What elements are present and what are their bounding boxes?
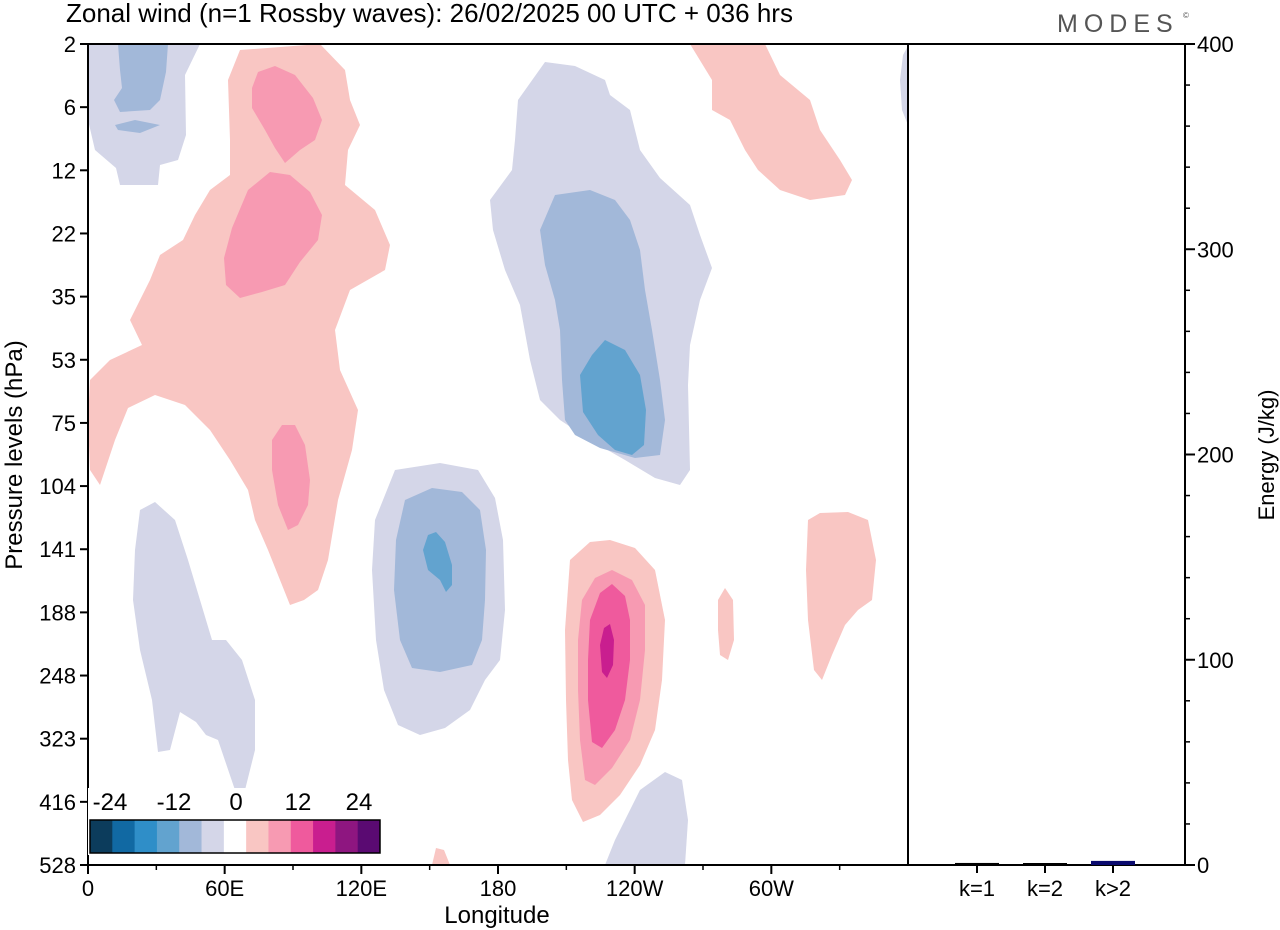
contour-pos-med-1 <box>252 66 322 163</box>
colorbar-swatch <box>179 820 203 853</box>
y-axis-title: Pressure levels (hPa) <box>1 340 28 569</box>
contour-neg-light-6 <box>900 46 908 125</box>
chart-title: Zonal wind (n=1 Rossby waves): 26/02/202… <box>66 0 793 28</box>
energy-tick-label: 0 <box>1197 853 1209 878</box>
pressure-tick-label: 188 <box>39 600 76 625</box>
longitude-tick-label: 120E <box>336 876 387 901</box>
contour-pos-light-5 <box>718 588 734 660</box>
energy-bar <box>1023 863 1067 865</box>
contour-field <box>88 44 908 865</box>
pressure-tick-label: 2 <box>64 32 76 57</box>
contour-neg-med-1 <box>114 44 168 112</box>
colorbar-swatch <box>201 820 225 853</box>
pressure-tick-label: 22 <box>52 221 76 246</box>
pressure-tick-label: 75 <box>52 411 76 436</box>
energy-bar-label: k=2 <box>1027 876 1063 901</box>
colorbar-swatch <box>268 820 292 853</box>
colorbar-swatch <box>313 820 336 853</box>
x-axis-title: Longitude <box>444 902 549 929</box>
longitude-tick-label: 180 <box>480 876 517 901</box>
colorbar-swatch <box>335 820 359 853</box>
pressure-axis: 2 6 12 22 35 53 75 104 141 188 248 323 416 528 <box>39 32 88 878</box>
colorbar-swatch <box>290 820 314 853</box>
energy-bar <box>1091 860 1135 865</box>
pressure-tick-label: 104 <box>39 474 76 499</box>
contour-neg-light-5 <box>605 772 688 865</box>
contour-neg-light-4 <box>133 502 255 790</box>
pressure-tick-label: 53 <box>52 348 76 373</box>
pressure-tick-label: 248 <box>39 664 76 689</box>
energy-tick-label: 400 <box>1197 32 1234 57</box>
contour-neg-med-1b <box>115 120 160 133</box>
contour-neg-dark-2 <box>423 532 452 592</box>
colorbar-tick-label: 0 <box>229 789 242 816</box>
energy-bar-labels: k=1 k=2 k>2 <box>959 865 1131 901</box>
energy-bar-label: k=1 <box>959 876 995 901</box>
contour-pos-light-1 <box>88 44 390 605</box>
contour-pos-light-4 <box>806 512 876 680</box>
longitude-tick-label: 60W <box>749 876 794 901</box>
pressure-tick-label: 35 <box>52 285 76 310</box>
energy-tick-label: 200 <box>1197 443 1234 468</box>
pressure-tick-label: 528 <box>39 853 76 878</box>
colorbar-swatch <box>90 820 113 853</box>
energy-tick-label: 300 <box>1197 237 1234 262</box>
modes-logo: MODES <box>1057 10 1179 38</box>
pressure-tick-label: 323 <box>39 727 76 752</box>
colorbar-swatch <box>112 820 136 853</box>
energy-bar <box>955 862 999 865</box>
contour-pos-light-6 <box>432 848 450 865</box>
energy-bars <box>955 860 1135 865</box>
energy-axis: 0 100 200 300 400 <box>1185 32 1234 878</box>
contour-neg-light-1 <box>88 44 200 185</box>
colorbar-tick-label: 12 <box>285 789 312 816</box>
pressure-tick-label: 6 <box>64 95 76 120</box>
colorbar-swatch <box>246 820 269 853</box>
colorbar-swatch <box>357 820 381 853</box>
colorbar-swatch <box>134 820 158 853</box>
colorbar-swatch <box>156 820 180 853</box>
colorbar-tick-label: 24 <box>346 789 373 816</box>
energy-axis-title: Energy (J/kg) <box>1254 390 1279 521</box>
colorbar-tick-label: -12 <box>157 789 192 816</box>
energy-tick-label: 100 <box>1197 648 1234 673</box>
colorbar: -24 -12 0 12 24 <box>88 788 382 855</box>
colorbar-frame <box>89 819 381 854</box>
contour-pos-light-2 <box>690 44 852 200</box>
pressure-tick-label: 12 <box>52 158 76 183</box>
energy-bar-label: k>2 <box>1095 876 1131 901</box>
longitude-tick-label: 60E <box>205 876 244 901</box>
contour-pos-med-3 <box>272 425 310 530</box>
pressure-tick-label: 416 <box>39 790 76 815</box>
longitude-axis: 0 60E 120E 180 120W 60W <box>82 865 841 901</box>
colorbar-tick-label: -24 <box>93 789 128 816</box>
contour-neg-dark-1 <box>580 340 646 455</box>
pressure-tick-label: 141 <box>39 537 76 562</box>
longitude-tick-label: 120W <box>606 876 664 901</box>
longitude-tick-label: 0 <box>82 876 94 901</box>
contour-pos-med-2 <box>224 172 322 298</box>
colorbar-swatch <box>223 820 247 853</box>
modes-logo-mark: © <box>1183 11 1189 20</box>
contour-pos-vstrong-1 <box>600 624 614 678</box>
